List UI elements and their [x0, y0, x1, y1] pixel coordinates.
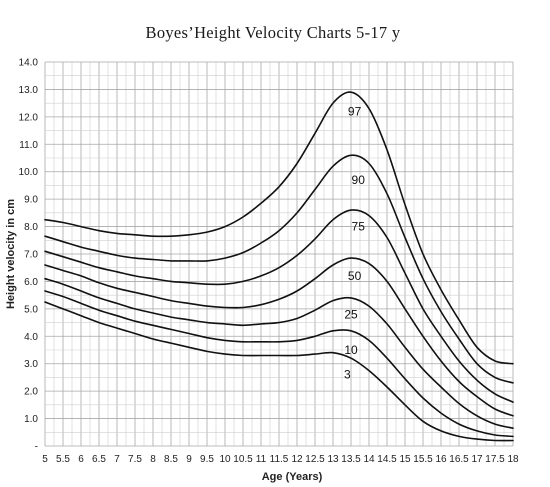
x-tick-label: 7	[114, 454, 120, 465]
chart-grid	[44, 61, 514, 447]
percentile-curves	[44, 91, 514, 442]
x-tick-label: 9	[186, 454, 192, 465]
y-tick-label: 11.0	[19, 140, 38, 151]
x-tick-label: 15	[399, 454, 411, 465]
x-tick-label: 11	[256, 454, 267, 465]
x-axis-ticks: 5 5.5 6 6.5 7 7.5 8 8.5 9 9.5 10 10.5 11 11.5 12 12.5 13…	[42, 454, 519, 465]
y-tick-label: 14.0	[19, 58, 39, 69]
x-tick-label: 12	[291, 454, 303, 465]
x-tick-label: 10.5	[233, 454, 253, 465]
x-tick-label: 8.5	[164, 454, 178, 465]
y-tick-label: 2.0	[24, 387, 38, 398]
x-tick-label: 17.5	[485, 454, 505, 465]
x-tick-label: 18	[507, 454, 519, 465]
percentile-label-25: 25	[344, 307, 358, 321]
chart-title: Boyes’Height Velocity Charts 5-17 y	[146, 23, 401, 42]
y-tick-label: 10.0	[19, 167, 39, 178]
y-tick-label: 4.0	[24, 332, 38, 343]
y-tick-label: 9.0	[24, 195, 38, 206]
percentile-label-90: 90	[352, 173, 366, 187]
y-tick-label: 8.0	[24, 222, 38, 233]
x-tick-label: 12.5	[305, 454, 325, 465]
y-tick-label: 7.0	[24, 250, 38, 261]
percentile-curve-97	[44, 91, 514, 365]
x-tick-label: 14	[363, 454, 375, 465]
x-tick-label: 6.5	[92, 454, 106, 465]
y-tick-label: 3.0	[24, 359, 38, 370]
x-tick-label: 8	[150, 454, 156, 465]
percentile-curve-10	[44, 290, 514, 438]
x-axis-label: Age (Years)	[262, 471, 323, 483]
y-tick-label: -	[35, 442, 38, 453]
x-tick-label: 9.5	[200, 454, 214, 465]
x-tick-label: 7.5	[128, 454, 142, 465]
x-tick-label: 13	[327, 454, 339, 465]
y-tick-label: 13.0	[19, 85, 39, 96]
x-tick-label: 14.5	[377, 454, 397, 465]
y-tick-label: 6.0	[24, 277, 38, 288]
percentile-curve-50	[44, 257, 514, 417]
percentile-curve-90	[44, 154, 514, 384]
percentile-label-3: 3	[344, 368, 351, 382]
percentile-label-75: 75	[352, 220, 366, 234]
x-tick-label: 17	[471, 454, 483, 465]
y-tick-label: 5.0	[24, 304, 38, 315]
y-axis-ticks: - 1.0 2.0 3.0 4.0 5.0 6.0 7.0 8.0 9.0 10.0 11.0 12.0…	[19, 58, 39, 453]
x-tick-label: 13.5	[341, 454, 361, 465]
percentile-label-50: 50	[348, 269, 362, 283]
percentile-curve-25	[44, 277, 514, 429]
x-tick-label: 16.5	[449, 454, 469, 465]
x-tick-label: 5	[42, 454, 48, 465]
percentile-curve-75	[44, 209, 514, 403]
x-tick-label: 11.5	[270, 454, 289, 465]
percentile-label-97: 97	[348, 104, 362, 118]
x-tick-label: 5.5	[56, 454, 70, 465]
x-tick-label: 16	[435, 454, 447, 465]
x-tick-label: 10	[219, 454, 231, 465]
y-tick-label: 1.0	[24, 414, 38, 425]
y-axis-label: Height velocity in cm	[5, 199, 17, 309]
x-tick-label: 6	[78, 454, 84, 465]
percentile-label-10: 10	[344, 343, 358, 357]
percentile-curve-3	[44, 301, 514, 442]
percentile-labels: 97 90 75 50 25 10 3	[344, 104, 365, 381]
x-tick-label: 15.5	[413, 454, 433, 465]
y-tick-label: 12.0	[19, 112, 39, 123]
